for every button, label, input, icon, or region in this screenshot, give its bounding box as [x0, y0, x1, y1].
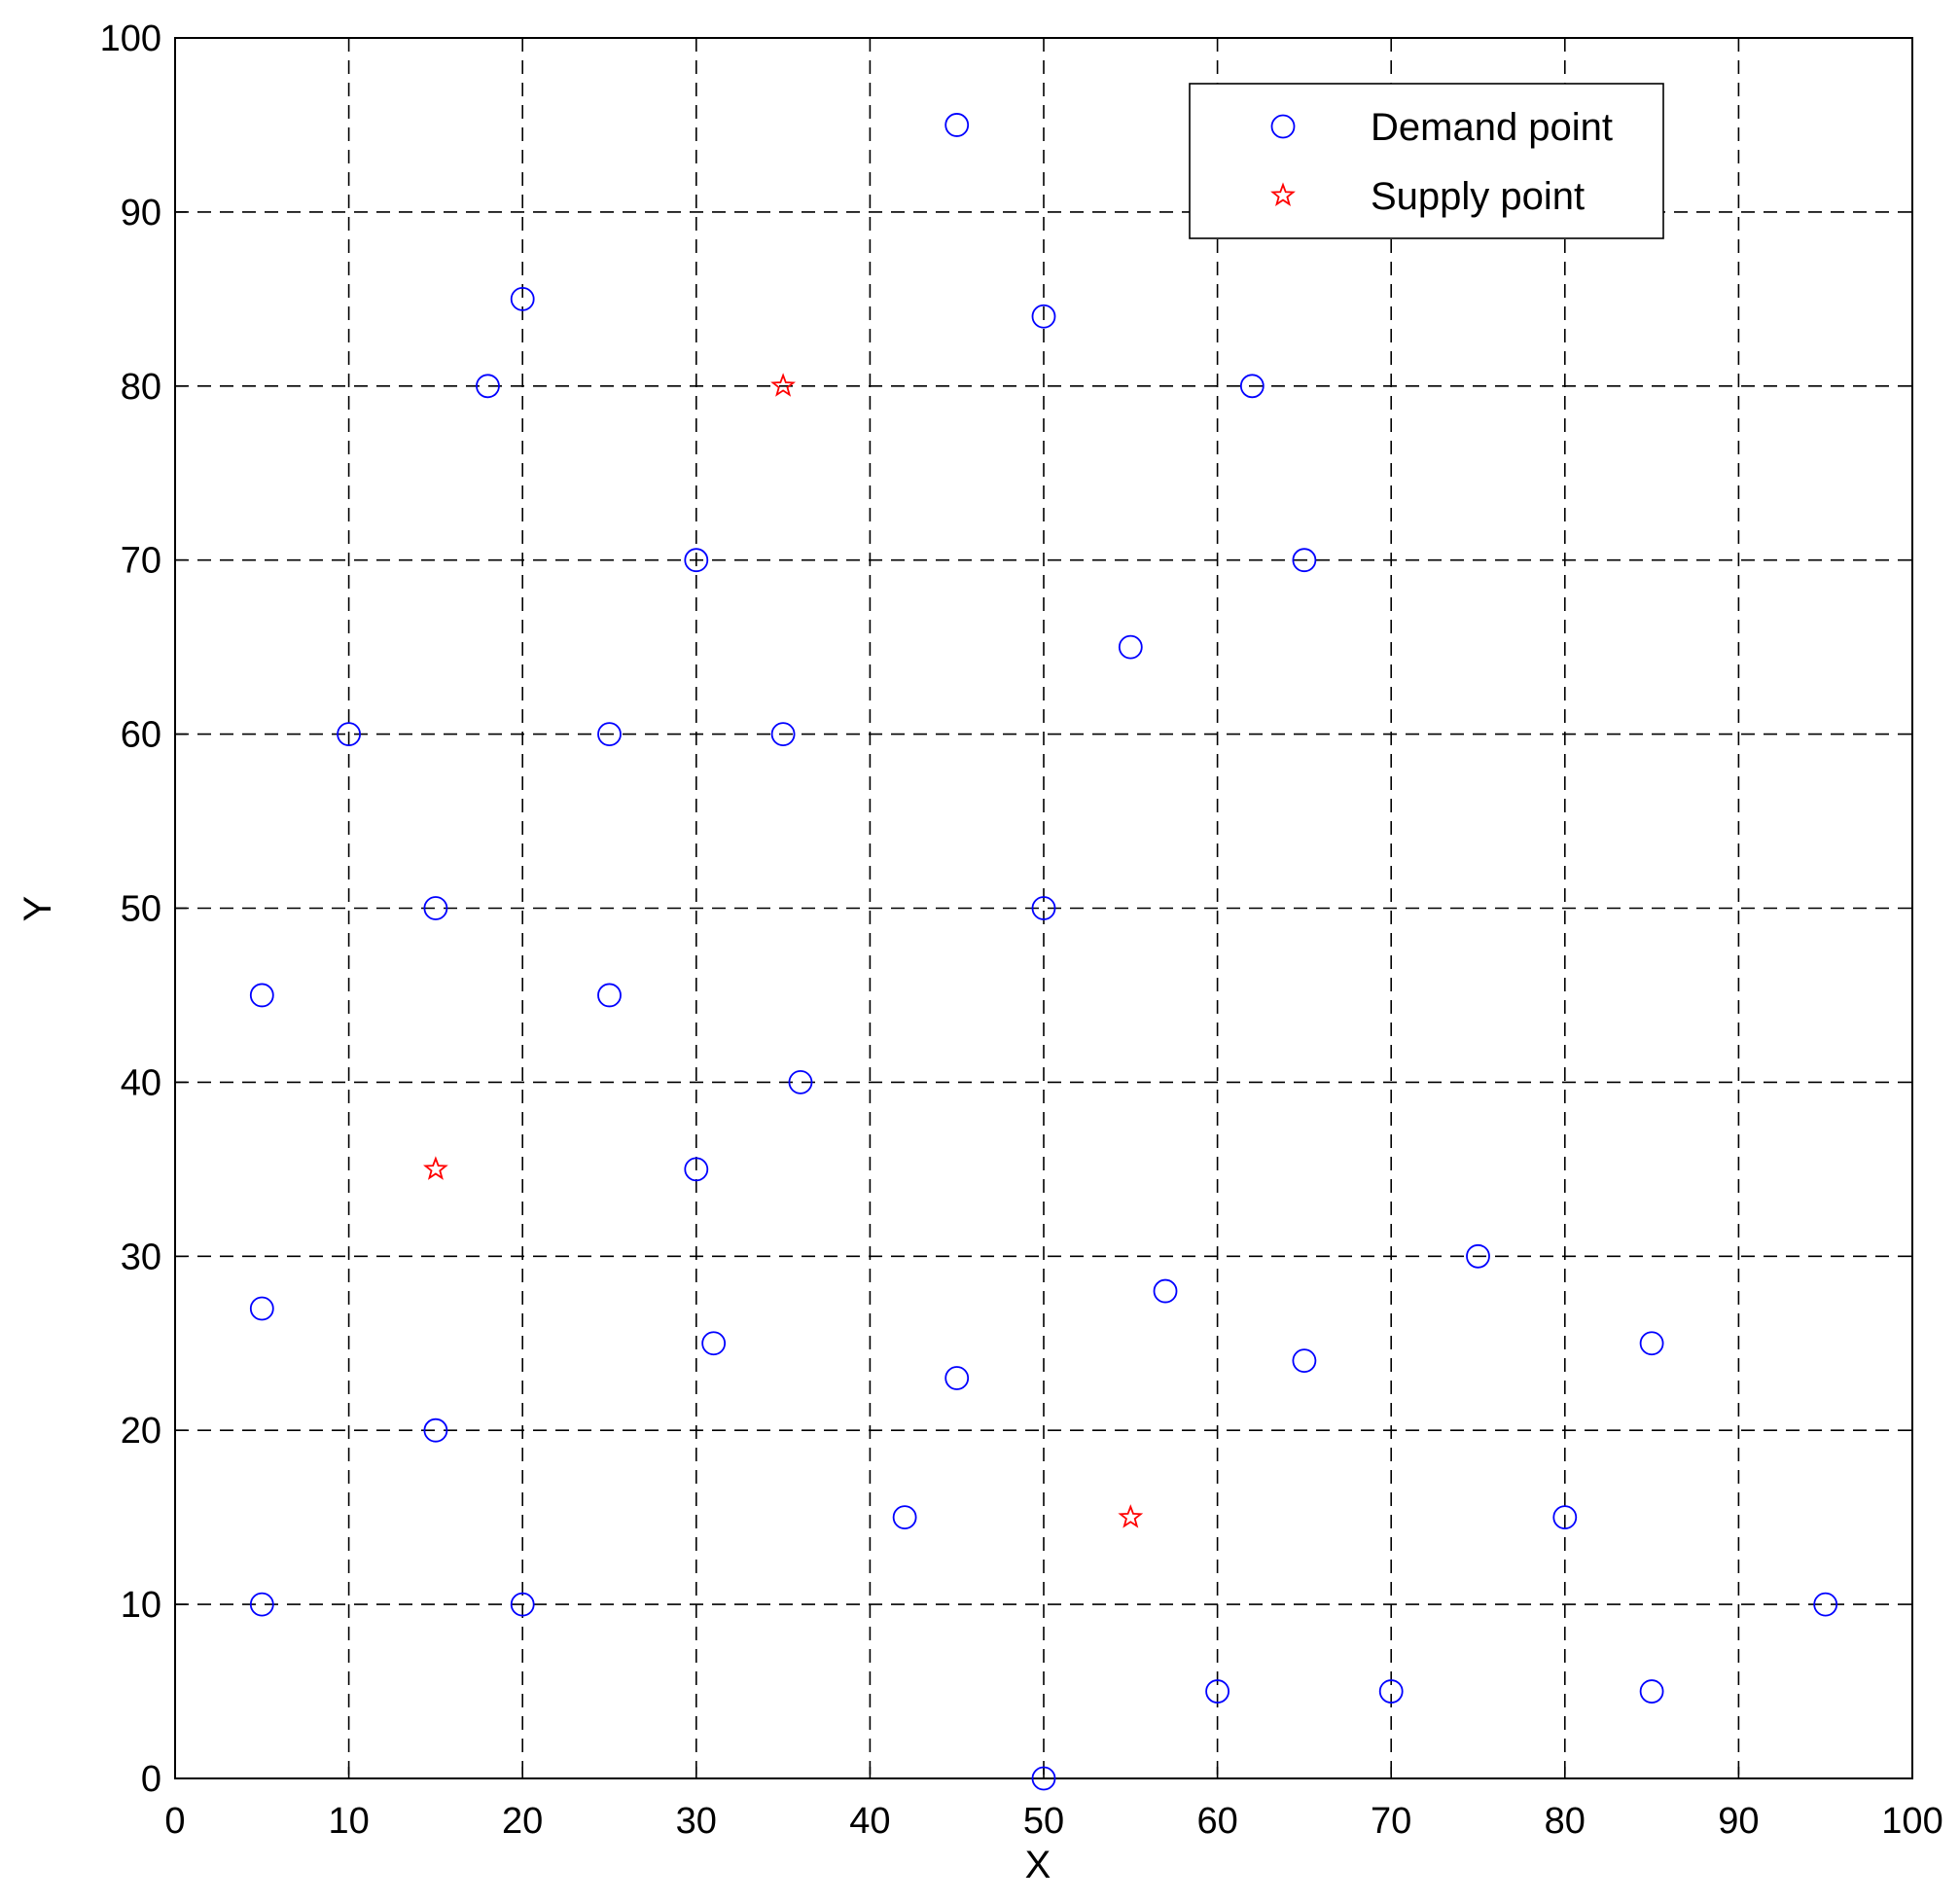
y-tick-label: 30 [121, 1237, 161, 1277]
circle-marker [597, 983, 622, 1008]
circle-marker [1239, 374, 1265, 399]
y-tick-label: 60 [121, 715, 161, 756]
star-marker [770, 373, 797, 397]
y-tick-label: 50 [121, 889, 161, 930]
circle-marker [1031, 304, 1056, 329]
y-tick-label: 40 [121, 1062, 161, 1103]
y-tick-label: 100 [100, 18, 161, 59]
y-axis-label: Y [17, 896, 59, 922]
circle-marker [510, 286, 535, 311]
x-tick-label: 50 [1023, 1801, 1064, 1842]
legend-box [1189, 83, 1664, 239]
y-tick-label: 0 [141, 1759, 161, 1800]
x-tick-label: 0 [164, 1801, 185, 1842]
circle-marker [1813, 1592, 1838, 1617]
circle-marker [597, 722, 622, 746]
x-tick-label: 20 [502, 1801, 543, 1842]
plot-frame [174, 37, 1913, 1779]
circle-marker [1639, 1331, 1664, 1356]
circle-marker [249, 983, 274, 1008]
x-tick-label: 60 [1196, 1801, 1237, 1842]
circle-marker [944, 113, 970, 137]
legend-label: Supply point [1371, 175, 1585, 218]
x-tick-label: 70 [1371, 1801, 1411, 1842]
x-tick-label: 80 [1545, 1801, 1586, 1842]
legend-label: Demand point [1371, 106, 1613, 149]
circle-marker [1639, 1679, 1664, 1704]
circle-marker [249, 1592, 274, 1617]
circle-marker [423, 896, 448, 920]
y-tick-label: 10 [121, 1585, 161, 1626]
y-tick-label: 70 [121, 541, 161, 582]
circle-marker [423, 1418, 448, 1443]
circle-marker [1378, 1679, 1404, 1704]
circle-marker [1031, 896, 1056, 920]
circle-marker [1292, 1348, 1317, 1374]
circle-marker [510, 1592, 535, 1617]
y-tick-label: 90 [121, 193, 161, 233]
circle-marker [1466, 1243, 1490, 1269]
x-axis-label: X [1025, 1844, 1051, 1886]
x-tick-label: 100 [1881, 1801, 1942, 1842]
circle-marker [701, 1331, 727, 1356]
circle-marker [684, 1157, 709, 1182]
circle-marker [1153, 1278, 1178, 1304]
circle-marker [944, 1366, 970, 1390]
circle-marker [1118, 634, 1143, 660]
star-marker [1118, 1504, 1144, 1528]
circle-marker [1205, 1679, 1229, 1704]
circle-marker [892, 1505, 917, 1530]
circle-marker [788, 1070, 813, 1095]
x-tick-label: 90 [1718, 1801, 1759, 1842]
circle-marker [337, 722, 362, 746]
star-marker [422, 1156, 448, 1180]
circle-marker [770, 722, 796, 746]
x-tick-label: 30 [676, 1801, 717, 1842]
legend-marker [1270, 182, 1296, 206]
circle-marker [1552, 1505, 1578, 1530]
x-tick-label: 40 [849, 1801, 890, 1842]
circle-marker [684, 548, 709, 573]
y-tick-label: 20 [121, 1411, 161, 1452]
circle-marker [476, 374, 500, 399]
circle-marker [249, 1296, 274, 1321]
x-tick-label: 10 [328, 1801, 369, 1842]
circle-marker [1292, 548, 1317, 573]
circle-marker [1031, 1766, 1056, 1791]
legend-marker [1270, 114, 1296, 139]
y-tick-label: 80 [121, 367, 161, 408]
